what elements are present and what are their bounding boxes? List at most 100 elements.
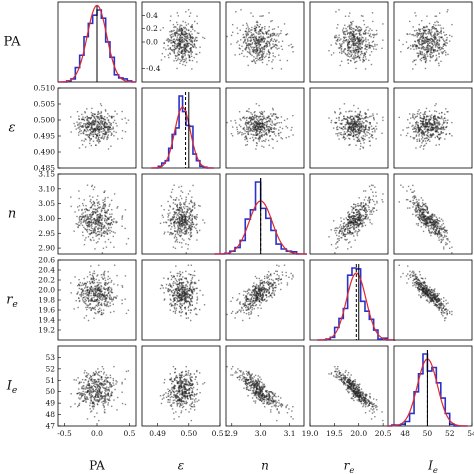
sample-point xyxy=(259,36,261,38)
sample-point xyxy=(344,225,347,227)
sample-point xyxy=(422,56,424,59)
sample-point xyxy=(226,35,228,38)
sample-point xyxy=(414,125,417,127)
sample-point xyxy=(178,30,180,32)
sample-point xyxy=(353,235,355,237)
sample-point xyxy=(338,108,341,110)
sample-point xyxy=(430,223,433,225)
sample-point xyxy=(254,61,256,63)
sample-point xyxy=(429,224,431,227)
gaussian-fit-curve xyxy=(151,106,214,169)
sample-point xyxy=(104,215,107,218)
sample-point xyxy=(429,134,431,136)
sample-point xyxy=(441,239,443,242)
sample-point xyxy=(335,43,338,45)
sample-point xyxy=(180,32,183,34)
sample-point xyxy=(407,185,410,188)
sample-point xyxy=(106,229,108,231)
sample-point xyxy=(181,232,183,234)
sample-point xyxy=(280,68,283,70)
sample-point xyxy=(422,120,425,123)
sample-point xyxy=(338,138,340,140)
sample-point xyxy=(382,119,384,122)
sample-point xyxy=(184,218,186,221)
sample-point xyxy=(334,112,336,114)
sample-point xyxy=(183,207,186,210)
sample-point xyxy=(170,196,173,199)
sample-point xyxy=(353,224,355,227)
sample-point xyxy=(370,188,372,191)
sample-point xyxy=(261,113,263,115)
sample-point xyxy=(429,136,431,139)
sample-point xyxy=(100,111,102,113)
sample-point xyxy=(340,47,343,50)
sample-point xyxy=(266,41,268,43)
sample-point xyxy=(248,117,251,120)
sample-point xyxy=(86,120,88,122)
sample-point xyxy=(441,228,444,231)
sample-point xyxy=(253,138,255,141)
sample-point xyxy=(436,135,439,138)
sample-point xyxy=(179,38,181,40)
sample-point xyxy=(415,130,417,132)
sample-point xyxy=(355,60,358,63)
sample-point xyxy=(95,233,97,235)
sample-point xyxy=(416,52,418,54)
sample-point xyxy=(425,124,427,126)
sample-point xyxy=(174,221,176,224)
sample-point xyxy=(95,235,97,237)
sample-point xyxy=(177,222,179,224)
sample-point xyxy=(442,231,445,233)
sample-point xyxy=(355,42,357,45)
sample-point xyxy=(270,48,272,50)
sample-point xyxy=(175,26,177,28)
sample-point xyxy=(273,34,276,36)
sample-point xyxy=(93,124,95,126)
sample-point xyxy=(106,117,108,119)
sample-point xyxy=(97,216,100,218)
sample-point xyxy=(102,247,105,250)
sample-point xyxy=(416,126,419,129)
sample-point xyxy=(357,118,359,121)
sample-point xyxy=(106,220,108,222)
panel---vs-r-e xyxy=(309,87,389,169)
sample-point xyxy=(178,48,181,50)
sample-point xyxy=(106,233,109,235)
sample-point xyxy=(174,57,177,60)
sample-point xyxy=(359,53,362,56)
sample-point xyxy=(427,46,429,49)
sample-point xyxy=(254,37,256,39)
sample-point xyxy=(355,136,357,138)
sample-point xyxy=(109,127,111,129)
sample-point xyxy=(246,34,248,36)
sample-point xyxy=(257,52,260,54)
sample-point xyxy=(121,110,123,113)
sample-point xyxy=(351,121,353,123)
sample-point xyxy=(180,33,182,35)
sample-point xyxy=(427,119,430,121)
sample-point xyxy=(121,225,123,227)
sample-point xyxy=(430,51,433,54)
sample-point xyxy=(86,134,89,136)
sample-point xyxy=(416,138,418,141)
sample-point xyxy=(91,205,93,207)
sample-point xyxy=(261,55,263,57)
sample-point xyxy=(184,64,187,67)
sample-point xyxy=(346,118,348,121)
sample-point xyxy=(269,35,272,38)
sample-point xyxy=(419,36,421,39)
sample-point xyxy=(278,129,280,131)
sample-point xyxy=(362,20,365,22)
sample-point xyxy=(360,115,363,117)
sample-point xyxy=(353,226,355,229)
sample-point xyxy=(428,120,430,123)
sample-point xyxy=(338,230,341,233)
sample-point xyxy=(245,36,248,38)
sample-point xyxy=(181,56,183,59)
sample-point xyxy=(249,137,251,140)
sample-point xyxy=(425,220,427,222)
sample-point xyxy=(357,48,359,51)
sample-point xyxy=(258,132,261,135)
sample-point xyxy=(421,206,423,208)
sample-point xyxy=(169,30,171,33)
